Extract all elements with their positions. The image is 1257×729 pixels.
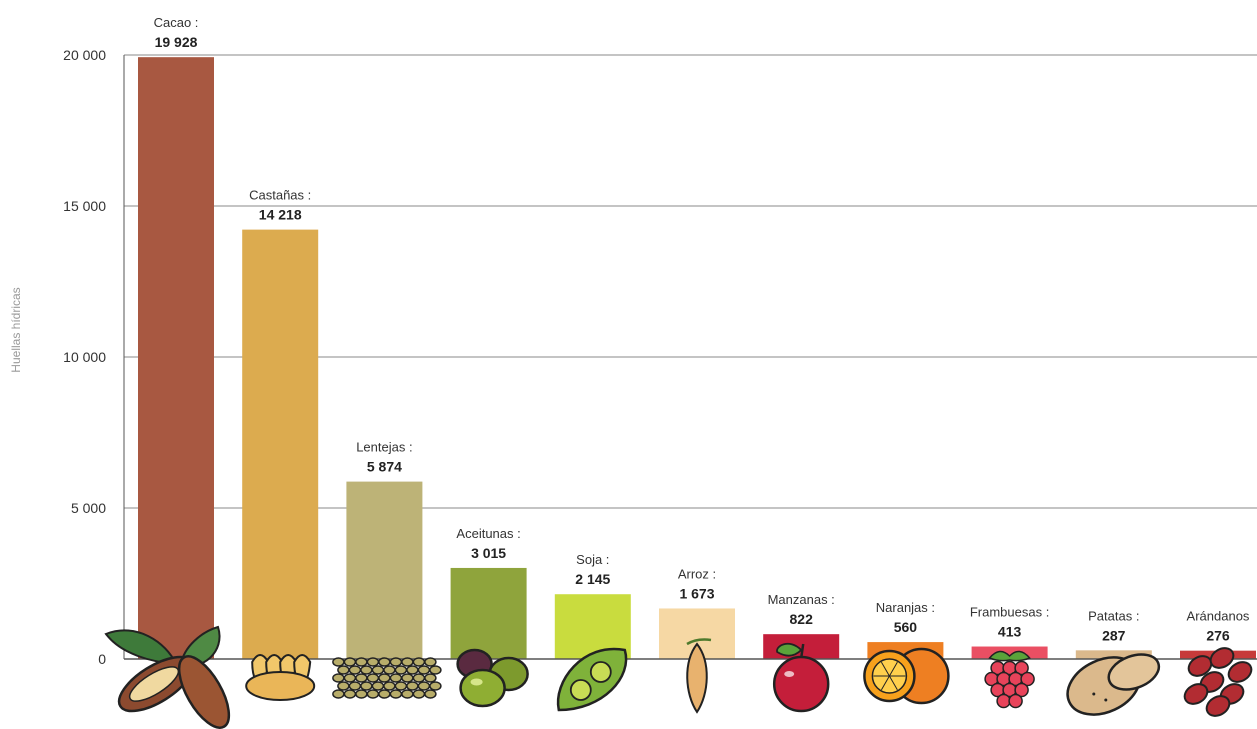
- y-tick-label: 15 000: [63, 198, 106, 214]
- rice-icon: [686, 638, 712, 714]
- y-tick-label: 0: [98, 651, 106, 667]
- y-axis-label: Huellas hídricas: [9, 287, 23, 372]
- olives-icon: [456, 648, 529, 708]
- category-label: Naranjas :: [876, 600, 935, 615]
- value-label: 822: [790, 611, 814, 627]
- bars: [124, 57, 1257, 660]
- value-label: 413: [998, 624, 1022, 640]
- category-label: Patatas :: [1088, 608, 1139, 623]
- value-label: 2 145: [575, 571, 610, 587]
- orange-icon: [863, 647, 950, 705]
- apple-icon: [772, 642, 830, 713]
- value-label: 287: [1102, 627, 1126, 643]
- cranberry-icon: [1183, 647, 1253, 717]
- y-tick-label: 20 000: [63, 47, 106, 63]
- value-label: 560: [894, 619, 918, 635]
- bar-4: [450, 567, 527, 659]
- bar-10: [1075, 650, 1152, 659]
- bar-labels: Cacao : 19 928 Castañas : 14 218 Lentejas : 5…: [154, 15, 1250, 643]
- category-label: Arroz :: [678, 566, 716, 581]
- category-label: Arándanos: [1187, 609, 1250, 624]
- bar-3: [346, 481, 423, 659]
- bar-2: [242, 229, 319, 659]
- y-tick-label: 10 000: [63, 349, 106, 365]
- value-label: 19 928: [155, 34, 198, 50]
- category-label: Soja :: [576, 552, 609, 567]
- value-label: 3 015: [471, 545, 506, 561]
- lentils-icon: [332, 657, 442, 699]
- category-label: Aceitunas :: [456, 526, 520, 541]
- y-axis: Huellas hídricas 0 5 000 10 000 15 000 20 00…: [9, 47, 125, 667]
- value-label: 1 673: [679, 585, 714, 601]
- category-label: Manzanas :: [768, 592, 835, 607]
- value-label: 14 218: [259, 207, 302, 223]
- value-label: 276: [1206, 628, 1230, 644]
- category-label: Frambuesas :: [970, 605, 1049, 620]
- category-label: Cacao :: [154, 15, 199, 30]
- raspberry-icon: [984, 650, 1035, 709]
- bar-1: [138, 57, 214, 660]
- potato-icon: [1066, 653, 1161, 716]
- soybean-icon: [556, 647, 628, 712]
- value-label: 5 874: [367, 459, 402, 475]
- y-tick-label: 5 000: [71, 500, 106, 516]
- chestnut-icon: [245, 654, 316, 701]
- food-icons: [104, 625, 1253, 729]
- category-label: Lentejas :: [356, 440, 412, 455]
- category-label: Castañas :: [249, 188, 311, 203]
- cacao-icon: [104, 625, 231, 729]
